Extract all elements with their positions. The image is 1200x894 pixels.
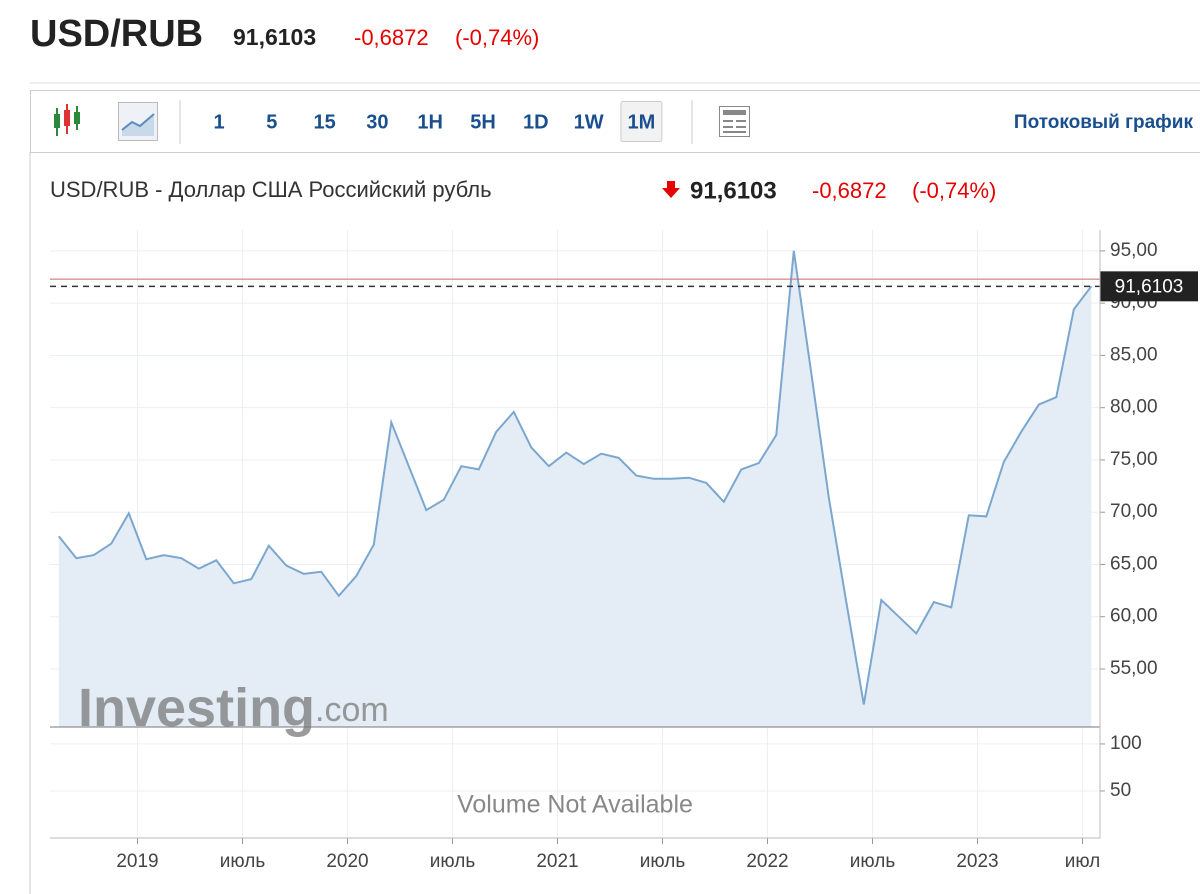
selected-interval [620, 101, 663, 142]
streaming-link[interactable]: Потоковый график [1014, 112, 1194, 133]
title-change-pct: (-0,74%) [912, 178, 996, 203]
toolbar [30, 90, 1200, 153]
interval-button[interactable]: 5 [266, 111, 277, 133]
line-chart-icon[interactable] [118, 102, 158, 141]
interval-button[interactable]: 30 [366, 111, 388, 133]
x-tick-label: 2019 [116, 851, 158, 872]
y-tick-label: 85,00 [1110, 344, 1158, 365]
down-arrow [662, 181, 680, 198]
x-tick-label: 2023 [956, 851, 998, 872]
y-tick-label: 60,00 [1110, 606, 1158, 627]
watermark-brand: Investing [78, 678, 315, 738]
interval-button[interactable]: 1 [213, 111, 224, 133]
x-tick-label: июль [220, 851, 266, 872]
x-tick-label: июль [430, 851, 476, 872]
interval-button[interactable]: 1W [574, 111, 604, 133]
symbol: USD/RUB [30, 13, 203, 55]
watermark-suffix: .com [315, 691, 389, 729]
interval-button[interactable]: 1M [628, 111, 656, 133]
title-change: -0,6872 [812, 178, 887, 203]
y-tick-label: 95,00 [1110, 240, 1158, 261]
watermark: Investing.com [78, 678, 389, 738]
volume-tick-label: 50 [1110, 780, 1131, 801]
chart-title: USD/RUB - Доллар США Российский рубль [50, 177, 492, 202]
x-tick-label: 2021 [536, 851, 578, 872]
volume-note: Volume Not Available [457, 791, 693, 819]
interval-button[interactable]: 1D [523, 111, 549, 133]
y-tick-label: 80,00 [1110, 397, 1158, 418]
volume-tick-label: 100 [1110, 733, 1142, 754]
area-fill [58, 250, 1092, 727]
candle-icon[interactable] [54, 104, 80, 136]
x-tick-label: июль [640, 851, 686, 872]
change: -0,6872 [354, 25, 429, 50]
plot: 2019 июль 2020 июль 2021 июль 2022 июль 2023 июл 5… [50, 230, 1198, 872]
y-tick-label: 55,00 [1110, 658, 1158, 679]
price: 91,6103 [233, 24, 316, 50]
change-pct: (-0,74%) [455, 25, 539, 50]
x-tick-label: июль [850, 851, 896, 872]
table-icon[interactable] [719, 106, 750, 137]
title-price: 91,6103 [690, 177, 777, 204]
x-tick-label: июл [1065, 851, 1101, 872]
x-tick-label: 2022 [746, 851, 788, 872]
y-tick-label: 70,00 [1110, 501, 1158, 522]
interval-button[interactable]: 1H [417, 111, 443, 133]
x-tick-label: 2020 [326, 851, 368, 872]
y-tick-label: 75,00 [1110, 449, 1158, 470]
y-tick-label: 65,00 [1110, 553, 1158, 574]
last-price-badge [1100, 271, 1198, 302]
price-line [58, 250, 1093, 705]
interval-button[interactable]: 5H [470, 111, 496, 133]
interval-button[interactable]: 15 [313, 111, 335, 133]
last-price-label: 91,6103 [1115, 276, 1184, 297]
